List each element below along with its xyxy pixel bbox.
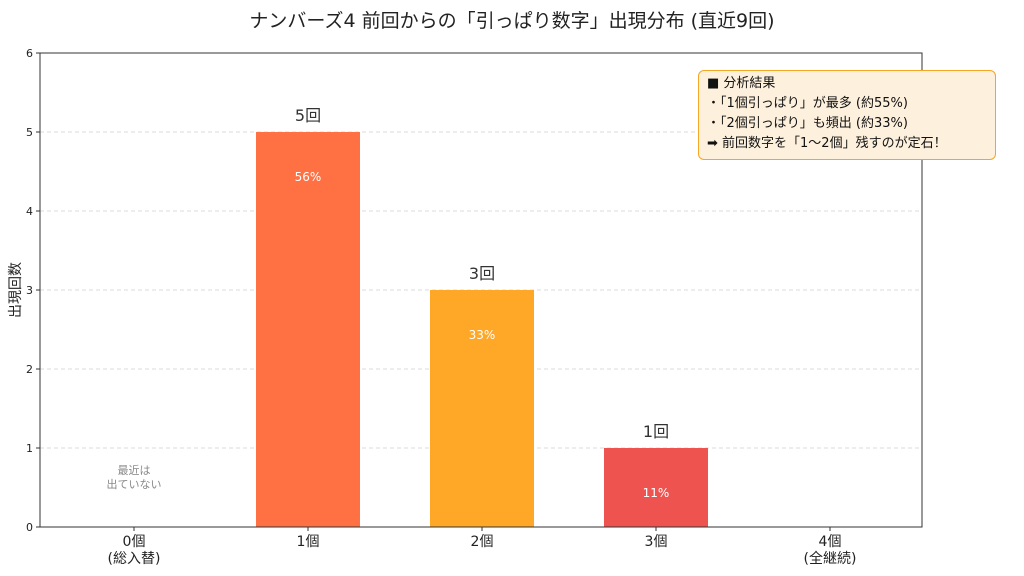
- bar: [256, 132, 360, 527]
- chart-title: ナンバーズ4 前回からの「引っぱり数字」出現分布 (直近9回): [249, 10, 775, 32]
- x-tick-label: (全継続): [804, 550, 857, 567]
- analysis-line: ➡ 前回数字を「1〜2個」残すのが定石！: [707, 136, 947, 151]
- analysis-line: ・「1個引っぱり」が最多 (約55%): [707, 96, 908, 111]
- y-tick-label: 5: [26, 126, 33, 139]
- bar: [430, 290, 534, 527]
- bar-value-label: 1回: [643, 422, 669, 441]
- y-tick-label: 2: [26, 363, 33, 376]
- bar-value-label: 5回: [295, 106, 321, 125]
- bar-percent-label: 33%: [469, 328, 496, 342]
- x-tick-label: 4個: [819, 534, 842, 550]
- plot-frame: [39, 52, 923, 528]
- bar-percent-label: 56%: [295, 170, 322, 184]
- analysis-line: ・「2個引っぱり」も頻出 (約33%): [707, 116, 908, 131]
- zero-annotation: 最近は: [118, 464, 151, 477]
- y-tick-label: 6: [26, 47, 33, 60]
- bar-percent-label: 11%: [643, 486, 670, 500]
- zero-annotation: 出ていない: [107, 477, 162, 491]
- y-tick-label: 1: [26, 442, 33, 455]
- y-tick-label: 0: [26, 521, 33, 534]
- bar-value-label: 3回: [469, 264, 495, 283]
- analysis-box: ■ 分析結果 ・「1個引っぱり」が最多 (約55%) ・「2個引っぱり」も頻出 …: [698, 70, 996, 160]
- x-tick-label: 3個: [645, 534, 668, 550]
- y-tick-label: 3: [26, 284, 33, 297]
- x-tick-label: 1個: [297, 534, 320, 550]
- y-tick-label: 4: [26, 205, 33, 218]
- analysis-line: ■ 分析結果: [707, 76, 776, 91]
- y-axis-label: 出現回数: [8, 262, 24, 318]
- tick-labels: 0 1 2 3 4 5 6 0個(総入替) 1個 2個 3個 4個(全継続): [26, 47, 856, 567]
- x-tick-label: 2個: [471, 534, 494, 550]
- bar: [604, 448, 708, 527]
- x-tick-label: (総入替): [108, 551, 161, 567]
- x-tick-label: 0個: [123, 534, 146, 550]
